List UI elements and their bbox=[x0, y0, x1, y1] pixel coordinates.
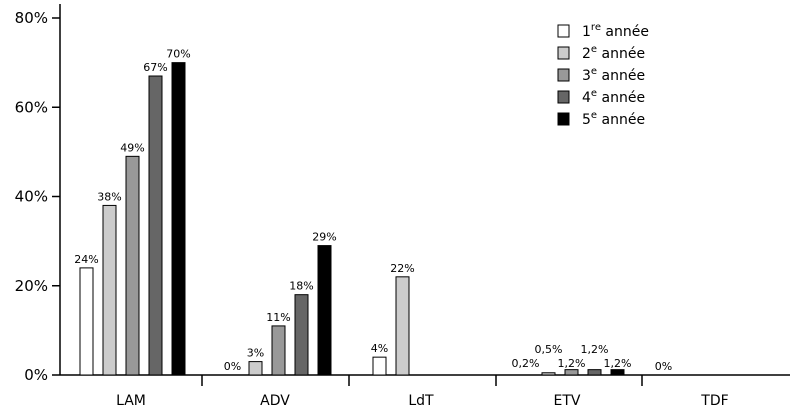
bar bbox=[610, 369, 625, 376]
bar bbox=[564, 369, 579, 376]
legend-label: 5e année bbox=[582, 110, 645, 128]
legend-label-superscript: e bbox=[591, 66, 597, 77]
data-label: 1,2% bbox=[581, 343, 609, 356]
legend-label-text: année bbox=[597, 68, 645, 84]
data-label: 3% bbox=[247, 347, 264, 360]
bar bbox=[171, 62, 186, 376]
data-label: 38% bbox=[97, 190, 121, 203]
bar bbox=[102, 204, 117, 376]
legend-label-text: année bbox=[597, 46, 645, 62]
y-tick-label: 0% bbox=[24, 366, 48, 384]
data-label: 18% bbox=[289, 280, 313, 293]
legend-label-number: 1 bbox=[582, 24, 591, 40]
legend-label-superscript: e bbox=[591, 88, 597, 99]
bar bbox=[541, 372, 556, 376]
legend-label-number: 3 bbox=[582, 68, 591, 84]
legend-label: 1re année bbox=[582, 22, 649, 40]
legend-label-number: 4 bbox=[582, 90, 591, 106]
data-label: 0% bbox=[224, 360, 241, 373]
category-label: ETV bbox=[554, 393, 581, 409]
y-tick-label: 40% bbox=[15, 188, 48, 206]
data-label: 70% bbox=[166, 48, 190, 61]
legend-label-text: année bbox=[597, 112, 645, 128]
legend-label-number: 2 bbox=[582, 46, 591, 62]
legend-label: 3e année bbox=[582, 66, 645, 84]
y-tick-label: 20% bbox=[15, 277, 48, 295]
category-label: LAM bbox=[116, 393, 146, 409]
data-labels: 24% 0% 4% 0,2% 0% 38% 3% 22% 0,5% 49% 11% 1,2% 67% 18… bbox=[74, 48, 672, 373]
data-label: 0,5% bbox=[535, 343, 563, 356]
legend-label-superscript: e bbox=[591, 44, 597, 55]
legend-label-number: 5 bbox=[582, 112, 591, 128]
x-axis: LAM ADV LdT ETV TDF bbox=[60, 374, 790, 409]
bar bbox=[248, 361, 263, 376]
data-label: 11% bbox=[266, 311, 290, 324]
legend-label-text: année bbox=[597, 90, 645, 106]
y-axis: 0% 20% 40% 60% 80% bbox=[15, 4, 61, 384]
bar bbox=[294, 294, 309, 376]
data-label: 67% bbox=[143, 61, 167, 74]
data-label: 0% bbox=[655, 360, 672, 373]
data-label: 49% bbox=[120, 141, 144, 154]
bar bbox=[125, 155, 140, 376]
bar bbox=[271, 325, 286, 376]
bar bbox=[317, 245, 332, 376]
y-tick-label: 60% bbox=[15, 98, 48, 116]
legend-swatch bbox=[557, 90, 570, 104]
bar bbox=[395, 276, 410, 376]
legend-label: 4e année bbox=[582, 88, 645, 106]
legend-label-text: année bbox=[601, 24, 649, 40]
bar bbox=[372, 356, 387, 376]
data-label: 4% bbox=[371, 342, 388, 355]
legend-swatch bbox=[557, 68, 570, 82]
y-tick-label: 80% bbox=[15, 9, 48, 27]
bar bbox=[79, 267, 94, 376]
legend-label: 2e année bbox=[582, 44, 645, 62]
data-label: 22% bbox=[390, 262, 414, 275]
category-label: LdT bbox=[408, 393, 434, 409]
bar bbox=[587, 369, 602, 376]
bars bbox=[79, 62, 625, 376]
legend-swatch bbox=[557, 112, 570, 126]
data-label: 29% bbox=[312, 231, 336, 244]
data-label: 0,2% bbox=[512, 357, 540, 370]
data-label: 1,2% bbox=[604, 357, 632, 370]
category-label: ADV bbox=[260, 393, 290, 409]
legend-label-superscript: e bbox=[591, 110, 597, 121]
data-label: 1,2% bbox=[558, 357, 586, 370]
legend-label-superscript: re bbox=[591, 22, 601, 33]
legend-swatch bbox=[557, 24, 570, 38]
data-label: 24% bbox=[74, 253, 98, 266]
category-label: TDF bbox=[700, 393, 728, 409]
legend-swatch bbox=[557, 46, 570, 60]
bar bbox=[148, 75, 163, 376]
